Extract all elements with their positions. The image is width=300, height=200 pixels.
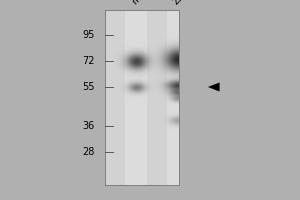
Text: 95: 95 (82, 30, 94, 40)
Text: 72: 72 (82, 56, 94, 66)
Text: 36: 36 (82, 121, 94, 131)
Text: ZR-75-1: ZR-75-1 (172, 0, 204, 6)
Text: 28: 28 (82, 147, 94, 157)
Polygon shape (208, 83, 219, 91)
Text: 55: 55 (82, 82, 94, 92)
Text: m.liver: m.liver (130, 0, 159, 6)
